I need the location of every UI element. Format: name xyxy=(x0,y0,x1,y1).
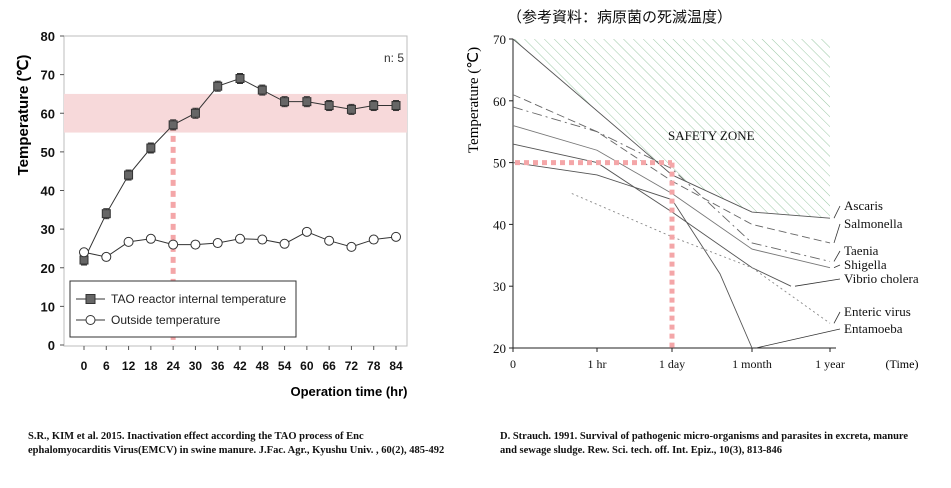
left-y-tick-label: 40 xyxy=(41,184,55,199)
left-y-tick-label: 10 xyxy=(41,299,55,314)
reactor-temperature-point xyxy=(280,97,290,107)
series-label: Vibrio cholera xyxy=(844,271,919,286)
right-chart: （参考資料：病原菌の死滅温度） 20 30 40 50 60 70 0 1 hr 1 day 1 … xyxy=(466,9,919,371)
outside-temperature-point xyxy=(190,239,201,250)
reactor-temperature-point xyxy=(124,170,134,180)
reactor-temperature-point xyxy=(146,143,156,153)
left-y-tick-label: 80 xyxy=(41,29,55,44)
reactor-temperature-point xyxy=(213,81,223,91)
left-legend: TAO reactor internal temperature Outside… xyxy=(69,280,297,338)
series-label: Enteric virus xyxy=(844,304,911,319)
reactor-temperature-point xyxy=(369,101,379,111)
left-x-tick-label: 84 xyxy=(389,359,403,373)
left-x-tick-label: 42 xyxy=(233,359,247,373)
left-x-tick-label: 48 xyxy=(256,359,270,373)
safety-zone-area xyxy=(513,39,830,219)
left-x-tick-label: 30 xyxy=(189,359,203,373)
left-y-tick-label: 60 xyxy=(41,106,55,121)
left-x-tick-label: 54 xyxy=(278,359,292,373)
reactor-temperature-point xyxy=(257,85,267,95)
series-leader-line xyxy=(833,250,841,262)
series-leader-line xyxy=(833,311,841,324)
series-label: Shigella xyxy=(844,257,887,272)
reactor-temperature-point xyxy=(190,108,200,118)
series-label: Salmonella xyxy=(844,216,903,231)
series-label: Ascaris xyxy=(844,198,883,213)
legend-circle-marker xyxy=(85,315,96,325)
series-leader-line xyxy=(833,264,841,269)
right-citation: D. Strauch. 1991. Survival of pathogenic… xyxy=(500,431,909,456)
safety-zone-label: SAFETY ZONE xyxy=(668,128,755,143)
left-chart: 0 10 20 30 40 50 60 70 80 0 6 12 18 24 30 36 42 48 54 60 66… xyxy=(15,29,408,399)
legend-item-reactor: TAO reactor internal temperature xyxy=(111,292,287,306)
left-citation: S.R., KIM et al. 2015. Inactivation effe… xyxy=(28,431,445,456)
right-y-tick-label: 40 xyxy=(493,217,506,232)
outside-temperature-point xyxy=(346,241,357,252)
outside-temperature-point xyxy=(235,233,245,244)
reactor-temperature-point xyxy=(391,101,401,111)
legend-square-marker xyxy=(85,294,96,304)
left-x-tick-label: 24 xyxy=(166,359,180,373)
left-x-tick-label: 66 xyxy=(322,359,336,373)
outside-temperature-point xyxy=(368,234,379,245)
right-y-tick-label: 70 xyxy=(493,32,506,47)
left-y-tick-label: 20 xyxy=(41,261,55,276)
right-x-tick-label: 0 xyxy=(510,357,516,371)
reactor-temperature-point xyxy=(302,97,312,107)
left-x-tick-label: 78 xyxy=(367,359,381,373)
right-y-tick-label: 30 xyxy=(493,279,506,294)
outside-temperature-point xyxy=(279,238,290,249)
left-y-axis-label: Temperature (℃) xyxy=(15,55,32,176)
series-leader-line xyxy=(833,223,841,244)
left-y-tick-label: 0 xyxy=(48,338,55,353)
left-y-tick-label: 70 xyxy=(41,68,55,83)
left-x-tick-label: 36 xyxy=(211,359,225,373)
left-x-tick-label: 6 xyxy=(103,359,110,373)
right-y-tick-label: 60 xyxy=(493,94,506,109)
sample-size-annotation: n: 5 xyxy=(384,51,404,65)
right-x-tick-label: 1 hr xyxy=(588,357,607,371)
series-leader-line xyxy=(833,205,841,219)
left-y-tick-label: 50 xyxy=(41,145,55,160)
reactor-temperature-point xyxy=(168,120,178,130)
series-label: Taenia xyxy=(844,243,879,258)
left-x-tick-label: 18 xyxy=(144,359,158,373)
series-label: Entamoeba xyxy=(844,321,903,336)
survival-curve-ascaris xyxy=(512,38,831,219)
legend-item-outside: Outside temperature xyxy=(111,313,221,327)
outside-temperature-point xyxy=(101,251,112,262)
left-x-tick-label: 72 xyxy=(345,359,359,373)
outside-temperature-point xyxy=(212,238,223,249)
outside-temperature-point xyxy=(79,247,89,258)
right-x-tick-label: 1 month xyxy=(732,357,772,371)
left-y-tick-label: 30 xyxy=(41,222,55,237)
left-x-axis-label: Operation time (hr) xyxy=(290,384,407,399)
series-leader-line xyxy=(794,278,841,287)
right-x-tick-label: 1 day xyxy=(659,357,685,371)
right-y-tick-label: 20 xyxy=(493,341,506,356)
outside-temperature-point xyxy=(391,231,401,242)
right-y-axis-label: Temperature (℃) xyxy=(466,47,482,153)
outside-temperature-point xyxy=(168,239,179,250)
right-x-tick-label: 1 year xyxy=(815,357,845,371)
left-x-tick-label: 60 xyxy=(300,359,314,373)
outside-temperature-point xyxy=(257,234,268,245)
series-leader-line xyxy=(755,328,841,349)
outside-temperature-point xyxy=(324,235,335,246)
right-x-axis-label: (Time) xyxy=(886,357,919,371)
survival-curve-taenia xyxy=(512,106,831,262)
reactor-temperature-point xyxy=(346,104,356,114)
reactor-temperature-point xyxy=(235,73,245,83)
reactor-temperature-point xyxy=(101,209,111,219)
outside-temperature-point xyxy=(301,226,312,237)
outside-temperature-point xyxy=(145,233,156,244)
outside-temperature-point xyxy=(123,236,134,247)
reactor-temperature-point xyxy=(324,101,334,111)
right-y-tick-label: 50 xyxy=(493,156,506,171)
left-x-tick-label: 12 xyxy=(122,359,136,373)
right-chart-title: （参考資料：病原菌の死滅温度） xyxy=(507,9,732,26)
left-x-tick-label: 0 xyxy=(81,359,88,373)
